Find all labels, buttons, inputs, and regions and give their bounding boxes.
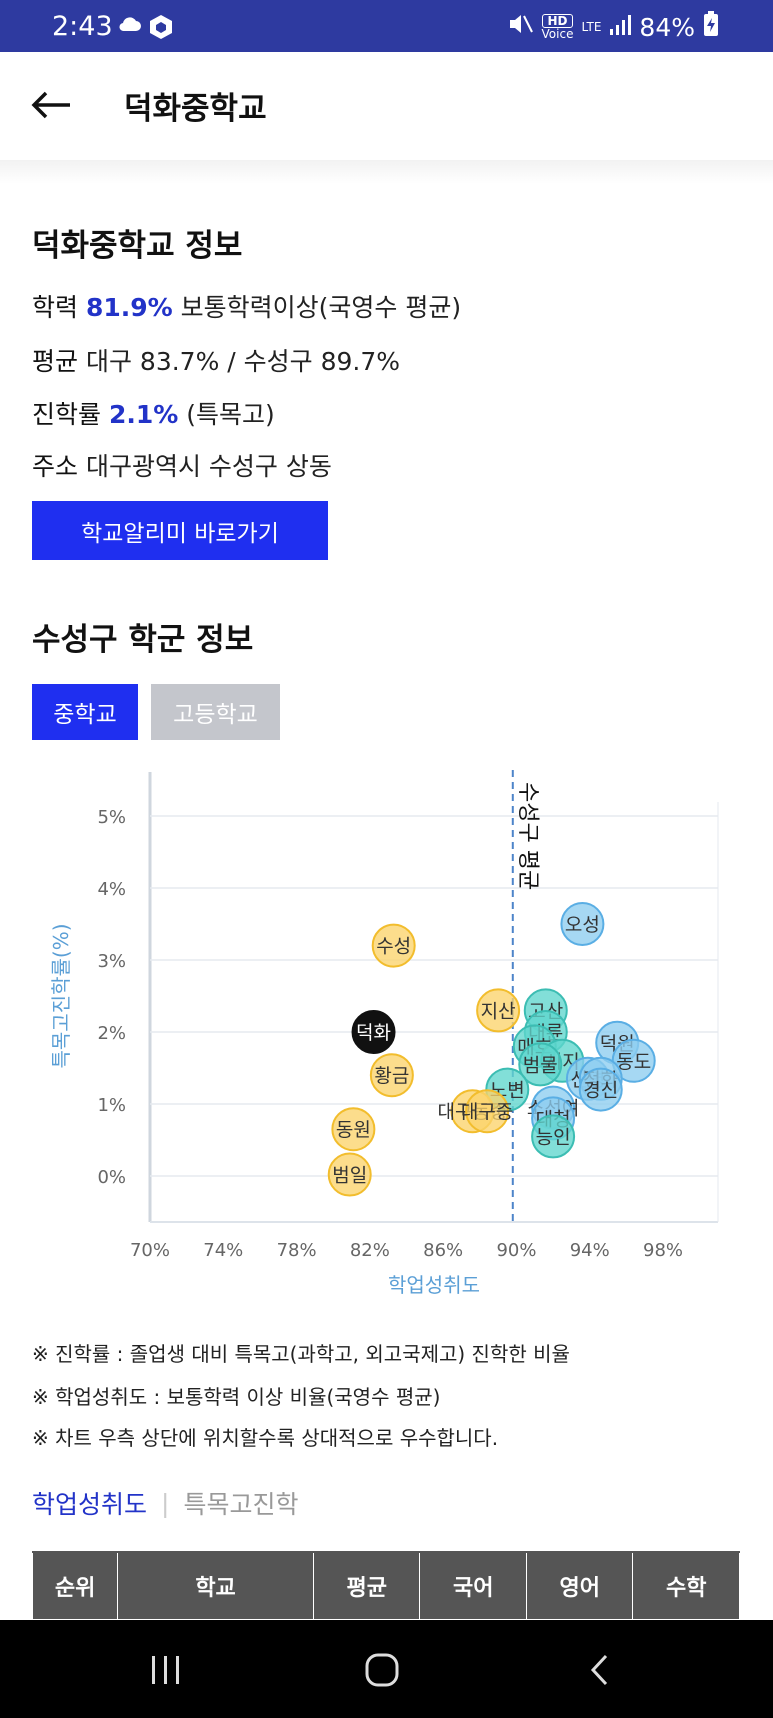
battery-percent: 84% (639, 12, 695, 42)
data-point-label: 지산 (481, 1000, 516, 1022)
status-time: 2:43 (52, 11, 113, 42)
x-tick-label: 94% (570, 1240, 610, 1261)
advancement-desc: (특목고) (186, 400, 275, 429)
school-alimi-button[interactable]: 학교알리미 바로가기 (32, 501, 328, 560)
district-heading: 수성구 학군 정보 (32, 622, 254, 658)
header-math: 수학 (632, 1551, 740, 1620)
data-point-marker (331, 1107, 376, 1152)
data-point-label: 오성 (565, 914, 600, 936)
data-point-marker (518, 1042, 563, 1087)
battery-charging-icon (703, 11, 719, 43)
x-tick-label: 98% (643, 1240, 683, 1261)
data-point-label: 덕화 (356, 1022, 391, 1044)
home-icon[interactable] (352, 1650, 412, 1690)
data-point-label: 동도 (616, 1051, 651, 1073)
address-value: 대구광역시 수성구 상동 (85, 452, 332, 481)
data-point-marker (327, 1152, 372, 1197)
data-point-marker (560, 902, 605, 946)
data-point-marker (371, 923, 416, 968)
data-point-label: 수성 (376, 936, 411, 958)
status-right: HD Voice LTE 84% (508, 11, 719, 43)
hd-voice-indicator: HD Voice (541, 14, 574, 41)
tab-separator: | (161, 1488, 170, 1518)
data-point-marker (369, 1053, 414, 1098)
average-label: 평균 (32, 347, 79, 376)
hexagon-app-icon (149, 14, 173, 40)
header-shadow (0, 160, 773, 184)
y-tick-label: 4% (97, 879, 126, 900)
x-tick-label: 74% (203, 1240, 243, 1261)
school-info-heading: 덕화중학교 정보 (32, 228, 243, 264)
note-chart-hint: ※ 차트 우측 상단에 위치할수록 상대적으로 우수합니다. (32, 1426, 499, 1450)
note-achievement: ※ 학업성취도 : 보통학력 이상 비율(국영수 평균) (32, 1385, 441, 1409)
data-point-marker (531, 1114, 576, 1159)
data-point-label: 대구중 (461, 1101, 513, 1123)
tab-achievement[interactable]: 학업성취도 (32, 1490, 148, 1519)
x-tick-label: 86% (423, 1240, 463, 1261)
data-point-marker (578, 1067, 623, 1112)
tab-special-advancement[interactable]: 특목고진학 (183, 1490, 299, 1519)
data-point-marker (476, 988, 521, 1033)
header-english: 영어 (525, 1551, 634, 1620)
back-nav-icon[interactable] (570, 1650, 630, 1690)
y-axis-title: 특목고진학률(%) (49, 923, 73, 1068)
tab-middle-school[interactable]: 중학교 (32, 684, 138, 740)
mute-icon (508, 12, 534, 42)
cloud-icon (118, 14, 142, 34)
header-average: 평균 (312, 1551, 421, 1620)
average-value: 대구 83.7% / 수성구 89.7% (85, 347, 401, 376)
achievement-label: 학력 (32, 293, 79, 322)
address-row: 주소 대구광역시 수성구 상동 (32, 447, 332, 483)
system-nav-bar (0, 1620, 773, 1718)
tab-high-school[interactable]: 고등학교 (151, 684, 280, 740)
achievement-row: 학력 81.9% 보통학력이상(국영수 평균) (32, 288, 461, 324)
achievement-desc: 보통학력이상(국영수 평균) (180, 293, 462, 322)
y-tick-label: 1% (97, 1095, 126, 1116)
y-tick-label: 0% (97, 1167, 126, 1188)
note-advancement: ※ 진학률 : 졸업생 대비 특목고(과학고, 외고국제고) 진학한 비율 (32, 1342, 570, 1366)
advancement-label: 진학률 (32, 400, 102, 429)
x-tick-label: 82% (350, 1240, 390, 1261)
data-point-label: 황금 (374, 1065, 409, 1087)
back-arrow-icon[interactable] (30, 88, 72, 122)
table-header-row: 순위 학교 평균 국어 영어 수학 (31, 1551, 740, 1620)
header-rank: 순위 (31, 1551, 119, 1620)
lte-indicator: LTE (581, 20, 602, 34)
header-korean: 국어 (419, 1551, 527, 1620)
average-row: 평균 대구 83.7% / 수성구 89.7% (32, 342, 400, 378)
y-tick-label: 2% (97, 1023, 126, 1044)
data-point-label: 능인 (536, 1126, 571, 1148)
data-point-marker (351, 1010, 396, 1054)
status-bar: 2:43 HD Voice LTE 84% (0, 0, 773, 52)
advancement-row: 진학률 2.1% (특목고) (32, 395, 275, 431)
app-bar: 덕화중학교 (0, 52, 773, 161)
x-tick-label: 78% (277, 1240, 317, 1261)
ranking-tabs: 학업성취도 | 특목고진학 (32, 1485, 298, 1521)
y-tick-label: 5% (97, 807, 126, 828)
x-tick-label: 70% (130, 1240, 170, 1261)
advancement-value: 2.1% (108, 400, 179, 429)
average-reference-label: 수성구 평균 (515, 782, 540, 890)
y-tick-label: 3% (97, 951, 126, 972)
data-point-label: 경신 (583, 1080, 618, 1102)
header-school: 학교 (117, 1551, 314, 1620)
scatter-chart: 0% 1% 2% 3% 4% 5% 70% 74% 78% 82% 86% 90% 94% 98% 학업성취… (49, 770, 719, 1297)
achievement-value: 81.9% (85, 293, 173, 322)
ranking-table: 순위 학교 평균 국어 영어 수학 (31, 1551, 740, 1620)
address-label: 주소 (32, 452, 79, 481)
data-point-label: 범물 (523, 1054, 558, 1076)
recents-icon[interactable] (136, 1650, 196, 1690)
data-point-label: 범일 (332, 1165, 367, 1187)
data-point-label: 동원 (336, 1119, 371, 1141)
x-tick-label: 90% (496, 1240, 536, 1261)
signal-icon (609, 13, 632, 42)
data-point-marker (465, 1089, 510, 1134)
page-title: 덕화중학교 (124, 91, 267, 127)
x-axis-title: 학업성취도 (388, 1273, 480, 1297)
